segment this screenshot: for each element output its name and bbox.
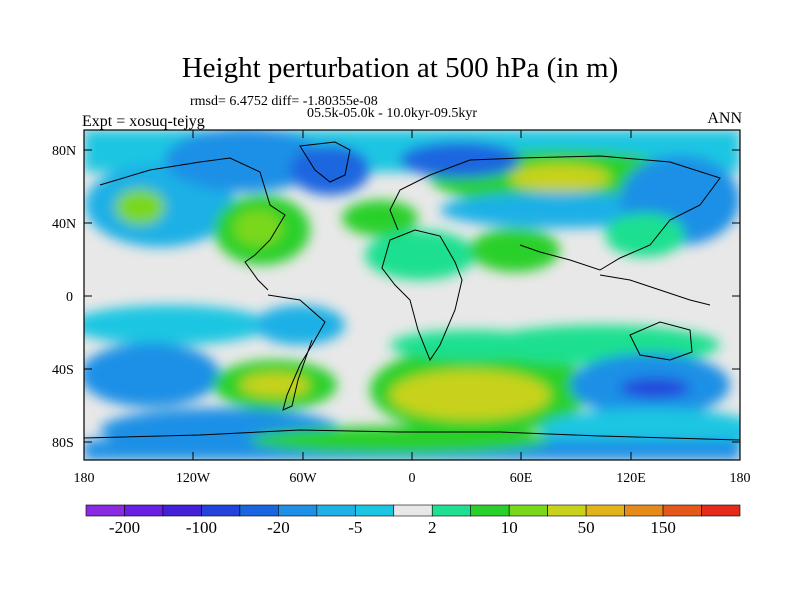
lat-label-80n: 80N [52, 144, 76, 159]
experiment-label: Expt = xosuq-tejyg [82, 113, 205, 130]
colorbar-swatch [585, 504, 625, 517]
axis-ticks [84, 130, 740, 460]
colorbar-swatch [470, 504, 510, 517]
colorbar-swatch [239, 504, 279, 517]
colorbar-swatch [508, 504, 548, 517]
colorbar-label: -100 [186, 518, 217, 537]
lon-label-60e: 60E [510, 471, 533, 486]
colorbar-swatch [662, 504, 702, 517]
colorbar-label: -200 [109, 518, 140, 537]
map-title: Height perturbation at 500 hPa (in m) [181, 52, 619, 84]
colorbar-label: 150 [650, 518, 676, 537]
colorbar-swatch [624, 504, 664, 517]
season-label: ANN [707, 110, 742, 127]
lat-label-0: 0 [66, 290, 73, 305]
lat-label-40n: 40N [52, 217, 76, 232]
stats-text: rmsd= 6.4752 diff= -1.80355e-08 [190, 94, 378, 109]
lon-label-180w: 180 [74, 471, 95, 486]
colorbar-swatch [162, 504, 202, 517]
colorbar-labels: -200 -100 -20 -5 2 10 50 150 [109, 518, 676, 537]
lon-label-120e: 120E [616, 471, 646, 486]
coastlines [84, 141, 740, 441]
colorbar-swatch [547, 504, 587, 517]
colorbar-swatch [431, 504, 472, 517]
colorbar-swatch [124, 504, 164, 517]
colorbar-swatch [701, 504, 741, 517]
lon-label-0: 0 [409, 471, 416, 486]
contour-field [84, 130, 740, 460]
lat-label-80s: 80S [52, 436, 74, 451]
lon-label-120w: 120W [176, 471, 211, 486]
colorbar-label: 2 [428, 518, 437, 537]
colorbar-swatch [393, 504, 433, 517]
colorbar-swatch [316, 504, 356, 517]
lon-label-180e: 180 [730, 471, 751, 486]
colorbar-swatch [278, 504, 318, 517]
colorbar-label: -5 [348, 518, 362, 537]
colorbar-label: -20 [267, 518, 290, 537]
colorbar-swatch [85, 504, 125, 517]
colorbar-swatch [354, 504, 395, 517]
colorbar [85, 504, 741, 517]
lon-label-60w: 60W [289, 471, 317, 486]
colorbar-label: 50 [578, 518, 595, 537]
colorbar-label: 10 [501, 518, 518, 537]
lat-label-40s: 40S [52, 363, 74, 378]
colorbar-swatch [201, 504, 241, 517]
period-text: 05.5k-05.0k - 10.0kyr-09.5kyr [307, 106, 478, 121]
